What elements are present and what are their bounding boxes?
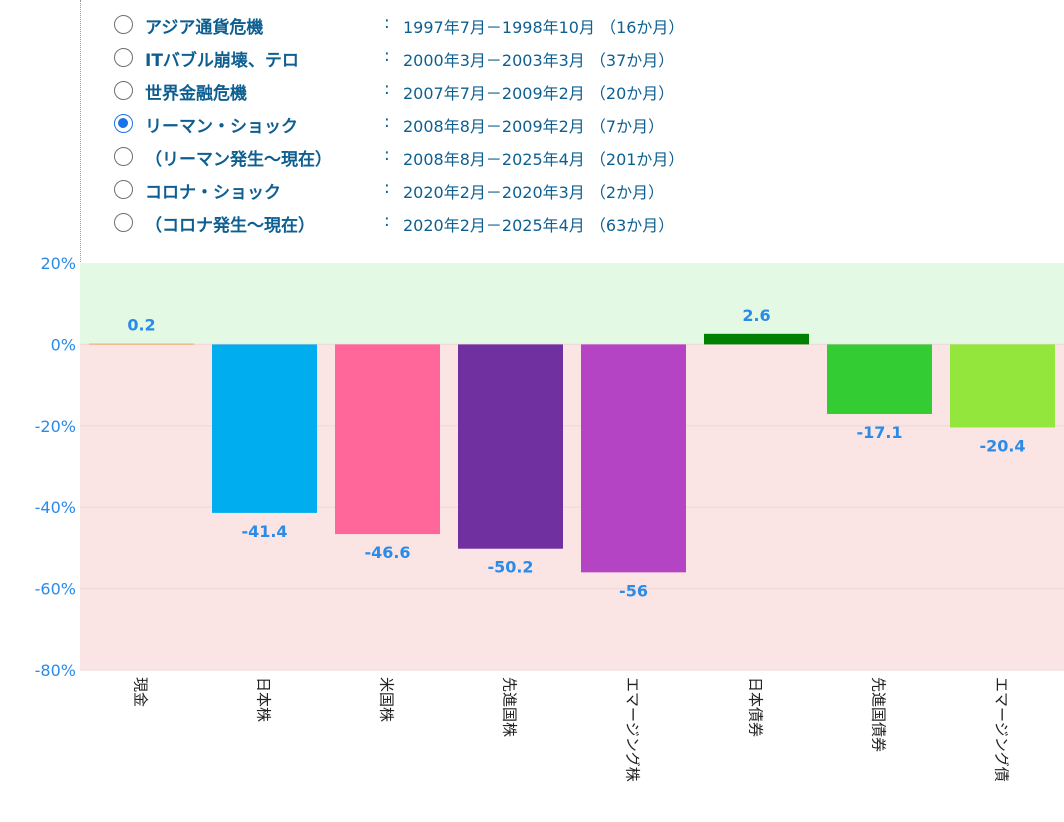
crisis-period: 2000年3月－2003年3月 （37か月）	[403, 51, 675, 70]
bar	[212, 344, 317, 513]
crisis-separator: :	[384, 13, 390, 33]
bar	[458, 344, 563, 549]
category-label: 日本株	[255, 677, 273, 722]
crisis-option[interactable]: アジア通貨危機:1997年7月－1998年10月 （16か月）	[112, 8, 812, 41]
y-tick-label: -80%	[35, 661, 76, 680]
crisis-name: コロナ・ショック	[145, 183, 281, 203]
y-tick-label: 20%	[40, 254, 76, 273]
crisis-period: 1997年7月－1998年10月 （16か月）	[403, 18, 685, 37]
returns-bar-chart: 20% 0% -20% -40% -60% -80% 0.2 -41.4 -46.6 -50.2…	[35, 254, 1064, 782]
radio-button[interactable]	[114, 15, 133, 34]
crisis-separator: :	[384, 211, 390, 231]
crisis-name: （コロナ発生～現在）	[145, 216, 315, 236]
category-label: 現金	[132, 677, 150, 707]
crisis-period: 2020年2月－2020年3月 （2か月）	[403, 183, 665, 202]
category-label: エマージング株	[624, 677, 642, 782]
crisis-name: （リーマン発生～現在）	[145, 150, 332, 170]
data-label: 2.6	[742, 306, 770, 325]
category-label: エマージング債	[993, 677, 1011, 782]
data-label: -50.2	[487, 558, 533, 577]
radio-button[interactable]	[114, 213, 133, 232]
crisis-period: 2008年8月－2009年2月 （7か月）	[403, 117, 665, 136]
bar	[89, 343, 194, 345]
data-label: -56	[619, 581, 648, 600]
crisis-name: リーマン・ショック	[145, 117, 298, 137]
crisis-separator: :	[384, 46, 390, 66]
radio-button[interactable]	[114, 114, 133, 133]
crisis-option[interactable]: （リーマン発生～現在）:2008年8月－2025年4月 （201か月）	[112, 140, 812, 173]
crisis-separator: :	[384, 79, 390, 99]
crisis-period: 2020年2月－2025年4月 （63か月）	[403, 216, 675, 235]
bar	[704, 333, 809, 345]
crisis-period-selector: アジア通貨危機:1997年7月－1998年10月 （16か月） ITバブル崩壊、テ…	[112, 8, 812, 239]
category-label: 米国株	[378, 677, 396, 722]
data-label: -41.4	[241, 522, 287, 541]
category-label: 日本債券	[747, 677, 765, 737]
radio-button[interactable]	[114, 180, 133, 199]
crisis-separator: :	[384, 112, 390, 132]
bar	[827, 344, 932, 414]
crisis-option[interactable]: ITバブル崩壊、テロ:2000年3月－2003年3月 （37か月）	[112, 41, 812, 74]
crisis-period: 2008年8月－2025年4月 （201か月）	[403, 150, 685, 169]
crisis-option[interactable]: コロナ・ショック:2020年2月－2020年3月 （2か月）	[112, 173, 812, 206]
y-tick-label: -20%	[35, 417, 76, 436]
crisis-option[interactable]: 世界金融危機:2007年7月－2009年2月 （20か月）	[112, 74, 812, 107]
y-tick-label: -60%	[35, 580, 76, 599]
bar	[335, 344, 440, 535]
data-label: -17.1	[856, 423, 902, 442]
data-label: -46.6	[364, 543, 410, 562]
bar	[950, 344, 1055, 428]
radio-button[interactable]	[114, 147, 133, 166]
category-label: 先進国株	[501, 677, 519, 737]
data-label: 0.2	[127, 316, 155, 335]
crisis-separator: :	[384, 178, 390, 198]
crisis-option[interactable]: （コロナ発生～現在）:2020年2月－2025年4月 （63か月）	[112, 206, 812, 239]
crisis-period: 2007年7月－2009年2月 （20か月）	[403, 84, 675, 103]
positive-zone	[80, 263, 1064, 345]
y-tick-label: -40%	[35, 498, 76, 517]
bar	[581, 344, 686, 573]
y-tick-label: 0%	[51, 335, 76, 354]
category-label: 先進国債券	[870, 677, 888, 752]
crisis-separator: :	[384, 145, 390, 165]
crisis-name: ITバブル崩壊、テロ	[145, 51, 299, 71]
crisis-name: 世界金融危機	[145, 84, 247, 104]
crisis-name: アジア通貨危機	[145, 18, 264, 38]
radio-button[interactable]	[114, 81, 133, 100]
crisis-option[interactable]: リーマン・ショック:2008年8月－2009年2月 （7か月）	[112, 107, 812, 140]
dotted-divider	[80, 0, 81, 262]
data-label: -20.4	[979, 436, 1025, 455]
radio-button[interactable]	[114, 48, 133, 67]
